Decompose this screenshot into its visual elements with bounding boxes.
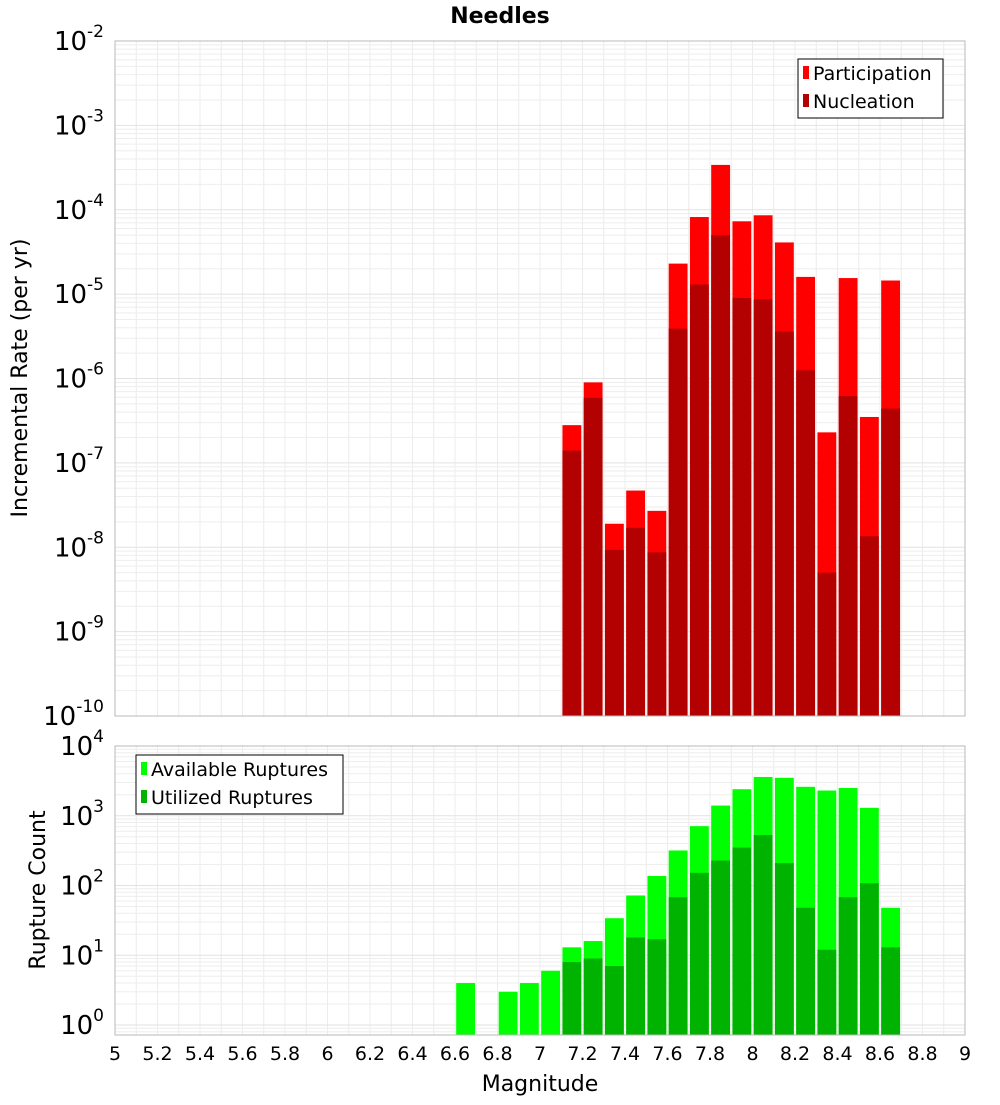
rate-legend-box: [797, 58, 944, 119]
count-legend-swatch: [141, 762, 147, 775]
rate-bar-nucleation: [881, 408, 901, 716]
x-tick-label: 5.8: [270, 1043, 300, 1065]
rate-bar-nucleation: [562, 450, 582, 716]
count-bar-utilized-ruptures: [732, 847, 752, 1035]
rate-y-axis-label: Incremental Rate (per yr): [8, 239, 33, 518]
rate-legend-swatch: [803, 66, 809, 79]
x-tick-label: 6.4: [397, 1043, 427, 1065]
rate-legend-label: Participation: [813, 63, 932, 85]
x-axis-label: Magnitude: [482, 1072, 599, 1097]
bars-layer: [456, 164, 901, 1035]
count-bar-utilized-ruptures: [838, 897, 858, 1035]
rate-y-tick-label: 10-3: [54, 106, 104, 141]
count-bar-utilized-ruptures: [562, 962, 582, 1035]
rate-bar-nucleation: [817, 572, 837, 716]
frame-layer: [114, 40, 966, 1036]
x-tick-label: 9: [959, 1043, 971, 1065]
rate-y-tick-label: 10-7: [54, 444, 104, 479]
x-tick-label: 5.6: [227, 1043, 257, 1065]
rate-bar-nucleation: [689, 284, 709, 716]
count-bar-utilized-ruptures: [583, 958, 603, 1035]
rate-bar-nucleation: [604, 549, 624, 716]
rate-y-tick-label: 10-4: [54, 191, 104, 226]
x-tick-label: 7.8: [695, 1043, 725, 1065]
x-tick-label: 7: [534, 1043, 546, 1065]
count-bar-utilized-ruptures: [604, 966, 624, 1035]
count-legend-swatch: [141, 790, 147, 803]
count-bar-utilized-ruptures: [668, 897, 688, 1035]
count-bar-utilized-ruptures: [647, 939, 667, 1035]
rate-bar-nucleation: [838, 396, 858, 716]
x-tick-label: 7.2: [567, 1043, 597, 1065]
count-y-tick-label: 104: [60, 727, 104, 762]
rate-bar-nucleation: [753, 299, 773, 716]
rate-bar-nucleation: [732, 297, 752, 716]
count-bar-available-ruptures: [519, 983, 539, 1035]
count-y-tick-label: 103: [60, 797, 104, 832]
count-bar-utilized-ruptures: [774, 863, 794, 1035]
count-bar-available-ruptures: [541, 970, 561, 1035]
count-y-axis-label: Rupture Count: [26, 810, 51, 970]
x-tick-label: 5: [109, 1043, 121, 1065]
x-tick-label: 6.8: [482, 1043, 512, 1065]
x-tick-label: 6: [321, 1043, 333, 1065]
rate-legend-label: Nucleation: [813, 91, 915, 113]
rate-bar-nucleation: [774, 331, 794, 716]
grid-layer: [114, 41, 966, 1035]
count-bar-utilized-ruptures: [753, 834, 773, 1035]
x-tick-label: 7.6: [652, 1043, 682, 1065]
rate-bar-nucleation: [583, 397, 603, 716]
count-bar-utilized-ruptures: [796, 907, 816, 1035]
x-tick-label: 8.4: [822, 1043, 852, 1065]
count-y-tick-label: 100: [60, 1006, 104, 1041]
chart-title: Needles: [450, 4, 550, 29]
count-bar-utilized-ruptures: [817, 949, 837, 1035]
count-legend-box: [135, 754, 344, 815]
x-tick-label: 8.6: [865, 1043, 895, 1065]
rate-bar-nucleation: [711, 235, 731, 716]
x-tick-label: 6.2: [355, 1043, 385, 1065]
x-tick-label: 8.2: [780, 1043, 810, 1065]
rate-y-tick-label: 10-5: [54, 275, 104, 310]
x-tick-label: 6.6: [440, 1043, 470, 1065]
count-bar-available-ruptures: [498, 991, 518, 1035]
count-bar-utilized-ruptures: [626, 937, 646, 1035]
count-y-tick-label: 101: [60, 936, 104, 971]
x-tick-label: 8.8: [907, 1043, 937, 1065]
count-plot-frame: [114, 745, 966, 1036]
rate-bar-nucleation: [796, 370, 816, 716]
rate-legend-swatch: [803, 94, 809, 107]
count-legend-label: Utilized Ruptures: [151, 787, 313, 809]
count-bar-available-ruptures: [456, 983, 476, 1035]
count-bar-utilized-ruptures: [859, 883, 879, 1035]
rate-y-tick-label: 10-9: [54, 613, 104, 648]
x-tick-label: 7.4: [610, 1043, 640, 1065]
x-tick-label: 8: [746, 1043, 758, 1065]
rate-bar-nucleation: [859, 536, 879, 716]
rate-y-tick-label: 10-8: [54, 528, 104, 563]
rate-plot-frame: [114, 40, 966, 717]
rate-y-tick-label: 10-6: [54, 360, 104, 395]
rate-bar-nucleation: [668, 328, 688, 716]
tick-layer: 10-2 10-3 10-4 10-5 10-6 10-7 10-8 10-9 10-10104…: [43, 22, 971, 1065]
rate-y-tick-label: 10-10: [43, 697, 104, 732]
rate-y-tick-label: 10-2: [54, 22, 104, 57]
count-bar-utilized-ruptures: [711, 860, 731, 1035]
legend-layer: Participation Nucleation Available Rupture…: [135, 58, 944, 815]
count-bar-utilized-ruptures: [689, 872, 709, 1035]
count-bar-utilized-ruptures: [881, 947, 901, 1035]
x-tick-label: 5.2: [142, 1043, 172, 1065]
rate-bar-nucleation: [626, 527, 646, 716]
x-tick-label: 5.4: [185, 1043, 215, 1065]
rate-bar-nucleation: [647, 552, 667, 716]
count-legend-label: Available Ruptures: [151, 759, 328, 781]
count-y-tick-label: 102: [60, 867, 104, 902]
